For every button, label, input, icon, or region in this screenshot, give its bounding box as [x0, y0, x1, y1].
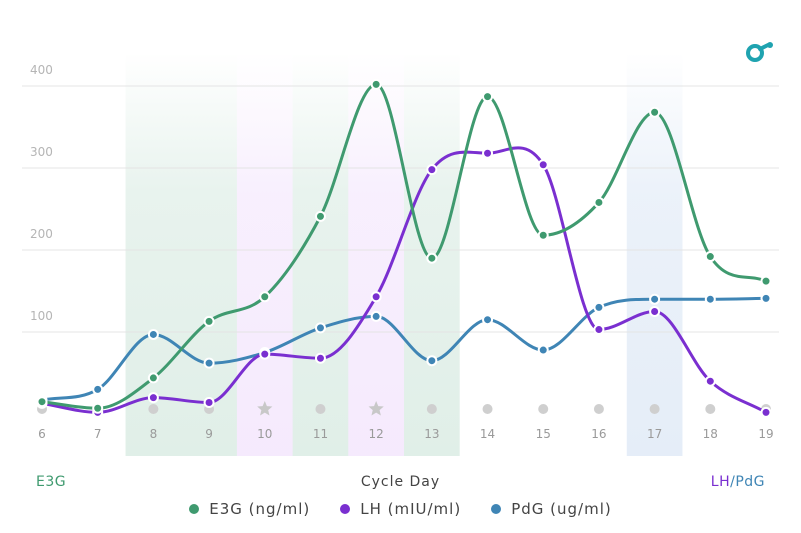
x-tick-label: 13 [424, 427, 439, 441]
data-point-pdg [537, 344, 549, 356]
data-point-pdg [314, 322, 326, 334]
data-point-lh [426, 164, 438, 176]
data-point-e3g [36, 396, 48, 408]
x-tick-label: 9 [205, 427, 213, 441]
data-point-pdg [704, 293, 716, 305]
highlight-band [236, 52, 293, 456]
data-point-e3g [649, 106, 661, 118]
data-point-pdg [649, 293, 661, 305]
data-point-lh [649, 306, 661, 317]
data-point-e3g [370, 78, 382, 90]
data-point-e3g [259, 291, 271, 303]
data-point-lh [537, 159, 549, 171]
data-point-pdg [426, 355, 438, 367]
highlight-band [292, 52, 349, 456]
x-tick-label: 15 [536, 427, 551, 441]
y-axis-right-label-slash: / [730, 474, 736, 490]
x-tick-label: 14 [480, 427, 495, 441]
data-point-pdg [147, 328, 159, 340]
day-marker-dot [593, 404, 604, 414]
day-marker-star [257, 401, 273, 416]
x-tick-label: 19 [758, 427, 773, 441]
day-marker-dot [426, 404, 437, 414]
data-point-e3g [537, 229, 549, 241]
data-point-e3g [482, 91, 494, 103]
legend-label-pdg: PdG (ug/ml) [511, 500, 612, 518]
day-marker-dot [705, 404, 716, 414]
data-point-e3g [92, 402, 104, 414]
legend-marker-e3g [189, 504, 200, 514]
data-point-e3g [147, 372, 159, 384]
data-point-lh [147, 392, 159, 404]
data-point-pdg [92, 383, 104, 395]
day-marker-star [368, 401, 384, 416]
y-tick-label: 200 [30, 227, 53, 241]
data-point-e3g [704, 251, 716, 263]
legend-item-e3g[interactable]: E3G (ng/ml) [189, 500, 310, 518]
data-point-lh [370, 291, 382, 303]
data-point-e3g [426, 252, 438, 264]
legend-label-e3g: E3G (ng/ml) [209, 500, 311, 518]
data-point-pdg [760, 292, 772, 304]
y-axis-right-label-pdg: PdG [735, 474, 765, 490]
data-point-pdg [482, 314, 494, 326]
day-marker-dot [482, 404, 493, 414]
data-point-lh [760, 406, 772, 418]
highlight-band [125, 52, 237, 456]
day-marker-dot [315, 404, 326, 414]
data-point-lh [203, 397, 215, 409]
legend-item-pdg[interactable]: PdG (ug/ml) [491, 500, 612, 518]
x-tick-label: 6 [38, 427, 46, 441]
data-point-lh [482, 147, 494, 159]
data-point-e3g [203, 315, 215, 327]
data-point-pdg [203, 357, 215, 369]
y-axis-right-label: LH/PdG [711, 474, 765, 490]
x-tick-label: 7 [94, 427, 102, 441]
y-axis-right-label-lh: LH [710, 474, 731, 490]
day-marker-dot [148, 404, 159, 414]
series-line-lh [40, 146, 768, 414]
brand-logo-icon [744, 40, 776, 66]
y-tick-label: 400 [30, 63, 53, 77]
y-tick-label: 100 [30, 309, 53, 323]
day-marker-dot [538, 404, 549, 414]
data-point-lh [314, 352, 326, 364]
data-point-pdg [370, 310, 382, 322]
x-tick-label: 10 [257, 427, 272, 441]
day-marker-dot [649, 404, 660, 414]
x-tick-label: 17 [647, 427, 662, 441]
y-axis-left-label: E3G [36, 474, 67, 490]
legend-marker-pdg [491, 504, 502, 514]
data-point-lh [259, 348, 271, 360]
legend-item-lh[interactable]: LH (mIU/ml) [340, 500, 461, 518]
y-tick-label: 300 [30, 145, 53, 159]
x-tick-label: 8 [150, 427, 158, 441]
highlight-band [626, 52, 683, 456]
x-axis-label: Cycle Day [360, 474, 441, 490]
data-point-lh [593, 324, 605, 336]
legend-marker-lh [340, 504, 351, 514]
x-tick-label: 11 [313, 427, 328, 441]
x-tick-label: 16 [591, 427, 606, 441]
data-point-e3g [593, 196, 605, 208]
x-tick-label: 12 [369, 427, 384, 441]
legend-label-lh: LH (mIU/ml) [360, 500, 462, 518]
x-tick-label: 18 [703, 427, 718, 441]
data-point-pdg [593, 301, 605, 313]
legend: E3G (ng/ml) LH (mIU/ml) PdG (ug/ml) [0, 500, 801, 518]
data-point-e3g [314, 210, 326, 222]
data-point-e3g [760, 275, 772, 287]
data-point-lh [704, 375, 716, 387]
